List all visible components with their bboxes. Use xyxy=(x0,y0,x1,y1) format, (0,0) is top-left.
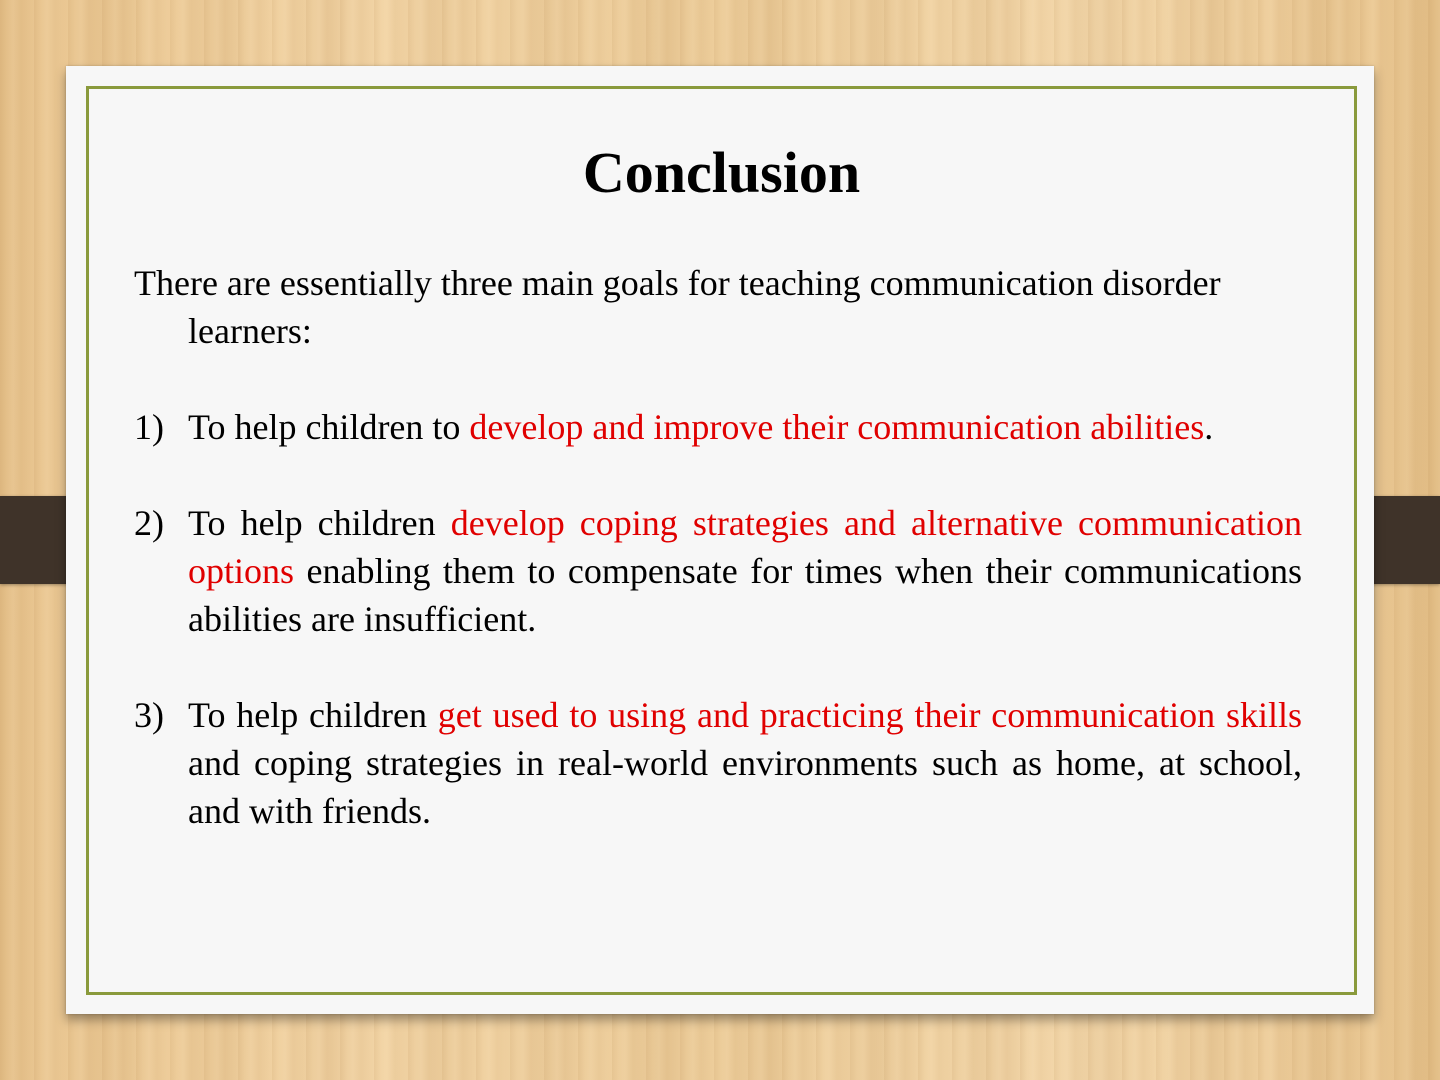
goal-number: 2) xyxy=(134,503,164,543)
goal-number: 1) xyxy=(134,407,164,447)
goal-lead: To help children to xyxy=(188,407,470,447)
goal-item-1: 1) To help children to develop and impro… xyxy=(134,403,1302,451)
goal-highlight: develop and improve their communication … xyxy=(469,407,1205,447)
goal-highlight: develop coping strategies and alternativ… xyxy=(188,503,1302,591)
slide-title: Conclusion xyxy=(582,140,861,205)
slide-frame: Conclusion There are essentially three m… xyxy=(86,86,1357,995)
intro-text: There are essentially three main goals f… xyxy=(134,263,1221,351)
slide-card: Conclusion There are essentially three m… xyxy=(66,66,1374,1014)
goal-text: To help children develop coping strategi… xyxy=(188,499,1302,643)
goal-highlight: get used to using and practicing their c… xyxy=(437,695,1302,735)
goal-tail: . xyxy=(1204,407,1214,447)
goal-lead: To help children xyxy=(188,503,451,543)
slide-body: There are essentially three main goals f… xyxy=(134,259,1302,883)
goal-item-3: 3) To help children get used to using an… xyxy=(134,691,1302,835)
goal-text: To help children to develop and improve … xyxy=(188,403,1302,451)
goal-tail: and coping strategies in real-world envi… xyxy=(188,743,1302,831)
goal-text: To help children get used to using and p… xyxy=(188,691,1302,835)
goal-item-2: 2) To help children develop coping strat… xyxy=(134,499,1302,643)
goal-tail: enabling them to compensate for times wh… xyxy=(188,551,1302,639)
goal-number: 3) xyxy=(134,695,164,735)
goal-lead: To help children xyxy=(188,695,438,735)
